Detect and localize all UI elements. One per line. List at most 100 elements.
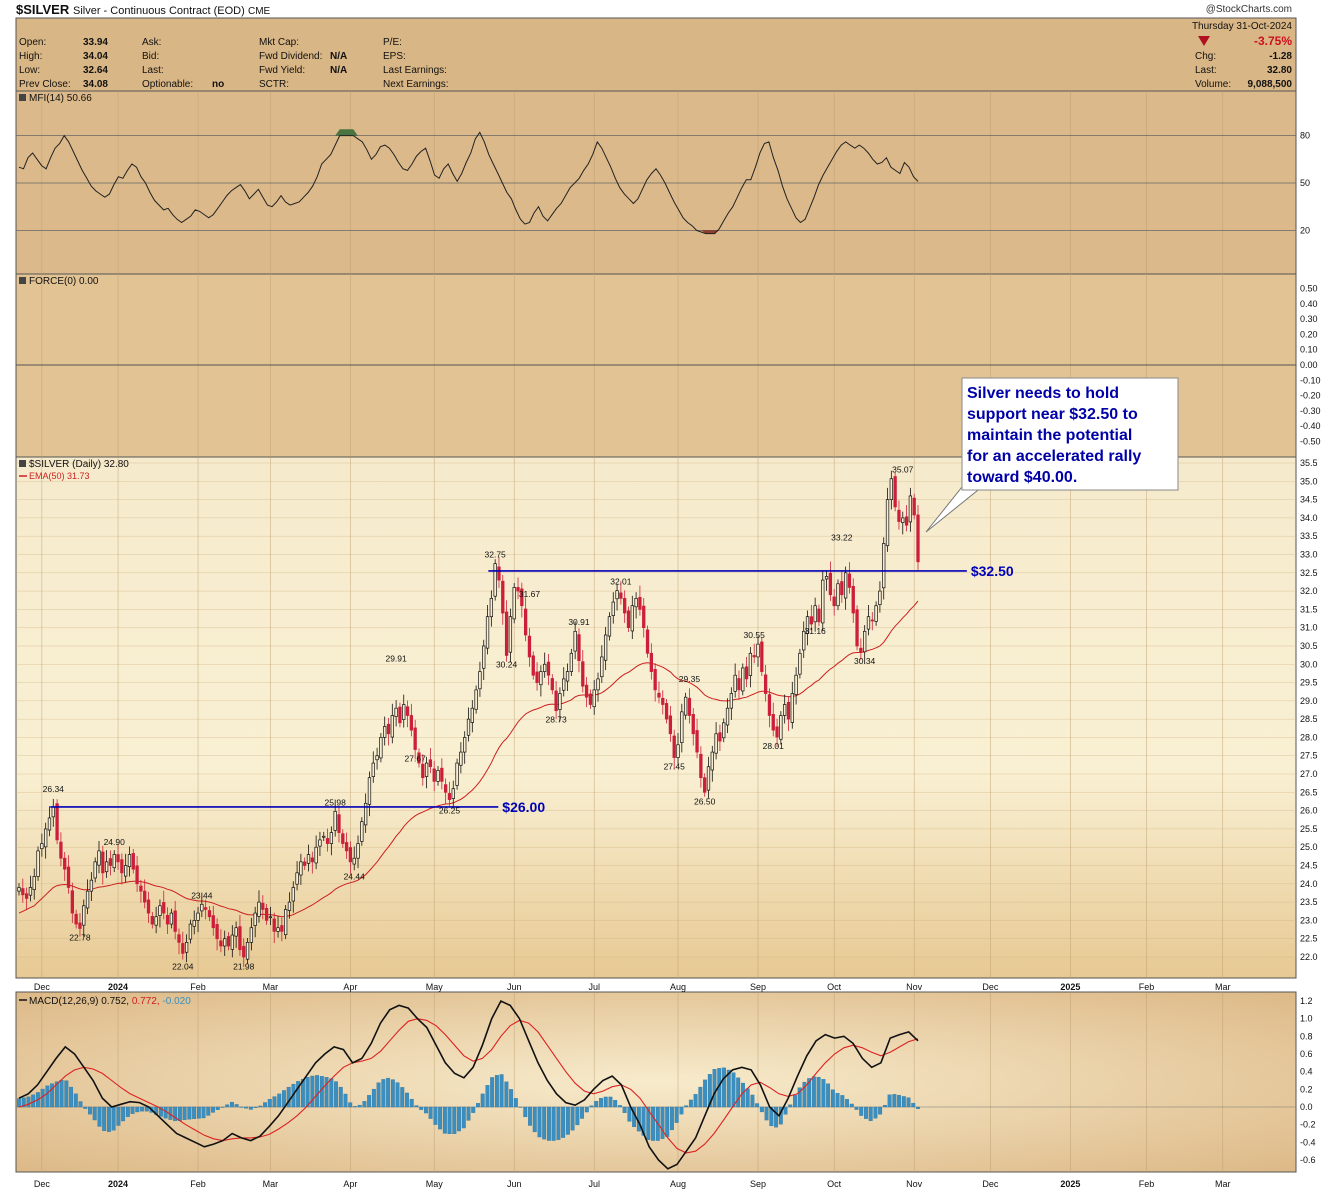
- macd-histogram-bar: [130, 1106, 135, 1114]
- candlestick: [459, 742, 463, 774]
- candle-body: [836, 583, 840, 607]
- candle-body: [245, 942, 250, 960]
- candlestick: [108, 850, 113, 876]
- macd-histogram-bar: [868, 1106, 873, 1121]
- candlestick: [329, 826, 334, 856]
- mfi-tick-label: 80: [1300, 131, 1310, 141]
- candle-body: [158, 905, 162, 917]
- candle-body: [603, 634, 608, 661]
- callout-line-3: maintain the potential: [967, 427, 1132, 444]
- macd-histogram-bar: [845, 1099, 849, 1108]
- candle-body: [375, 755, 379, 761]
- candlestick: [889, 470, 893, 510]
- price-annotation: 26.34: [43, 784, 65, 794]
- macd-histogram-bar: [887, 1094, 892, 1108]
- candle-body: [120, 859, 124, 874]
- macd-histogram-bar: [362, 1101, 367, 1108]
- candle-body: [207, 910, 212, 918]
- candlestick: [584, 677, 589, 708]
- field-label: Last:: [142, 65, 164, 76]
- candlestick: [463, 731, 467, 764]
- macd-histogram-bar: [688, 1099, 693, 1108]
- candle-body: [539, 671, 543, 686]
- price-annotation: 32.01: [610, 577, 632, 587]
- mfi-tick-label: 20: [1300, 225, 1310, 235]
- macd-histogram-bar: [338, 1086, 343, 1108]
- macd-histogram-bar: [513, 1098, 518, 1108]
- callout-line-5: toward $40.00.: [967, 469, 1077, 486]
- chg-label: Chg:: [1195, 51, 1216, 62]
- candlestick: [173, 901, 177, 940]
- macd-histogram-bar: [352, 1106, 357, 1108]
- candlestick: [897, 500, 901, 530]
- candle-body: [657, 692, 661, 698]
- macd-histogram-bar: [461, 1106, 466, 1129]
- candle-body: [249, 927, 254, 943]
- macd-histogram-bar: [641, 1106, 646, 1136]
- candlestick: [405, 700, 410, 728]
- macd-value: 0.752,: [101, 996, 129, 1007]
- macd-histogram-bar: [901, 1096, 906, 1108]
- macd-histogram-bar: [594, 1100, 599, 1108]
- candlestick: [162, 890, 166, 920]
- price-tick-label: 34.5: [1300, 495, 1318, 505]
- candle-body: [169, 912, 174, 925]
- candlestick: [859, 638, 863, 660]
- candlestick: [295, 861, 299, 891]
- candle-body: [527, 635, 532, 658]
- macd-histogram-bar: [476, 1103, 480, 1108]
- candle-body: [863, 630, 867, 653]
- last-label: Last:: [1195, 65, 1217, 76]
- candlestick: [398, 702, 402, 728]
- candlestick: [44, 822, 48, 859]
- candlestick: [74, 909, 78, 929]
- candlestick: [143, 879, 147, 909]
- candlestick: [93, 857, 97, 883]
- mfi-oversold-fill: [701, 230, 720, 234]
- x-tick-label: 2025: [1060, 1179, 1080, 1189]
- price-annotation: 35.07: [892, 465, 914, 475]
- candle-body: [592, 689, 596, 708]
- candle-body: [181, 943, 185, 954]
- macd-tick-label: 1.2: [1300, 996, 1313, 1006]
- macd-histogram-bar: [580, 1106, 585, 1119]
- candle-body: [219, 940, 223, 947]
- candlestick: [234, 921, 238, 948]
- candle-body: [127, 854, 132, 867]
- candle-body: [771, 714, 775, 731]
- x-tick-label: 2024: [108, 982, 128, 992]
- candlestick: [497, 557, 501, 589]
- candlestick: [184, 934, 189, 963]
- candle-body: [455, 762, 459, 786]
- exchange: CME: [248, 6, 271, 17]
- mfi-title: MFI(14) 50.66: [29, 93, 92, 104]
- macd-histogram-bar: [457, 1106, 461, 1132]
- force-tick-label: 0.40: [1300, 299, 1318, 309]
- candlestick: [17, 883, 21, 896]
- x-tick-label: Mar: [1215, 982, 1231, 992]
- candle-body: [17, 887, 21, 892]
- candle-body: [363, 802, 368, 826]
- field-label: Open:: [19, 37, 46, 48]
- candle-body: [878, 590, 882, 605]
- candle-body: [139, 885, 143, 892]
- price-annotation: 28.01: [763, 741, 785, 751]
- field-label: Next Earnings:: [383, 79, 449, 90]
- candle-body: [223, 938, 227, 947]
- candlestick: [847, 562, 852, 594]
- macd-histogram-bar: [121, 1106, 126, 1122]
- candlestick: [664, 699, 669, 724]
- candlestick: [280, 917, 284, 942]
- candle-body: [783, 704, 787, 716]
- candlestick: [291, 881, 295, 913]
- candlestick: [47, 806, 52, 837]
- candlestick: [447, 781, 452, 806]
- macd-histogram-bar: [367, 1095, 372, 1108]
- candle-body: [870, 619, 874, 622]
- candlestick: [363, 793, 368, 833]
- price-tick-label: 29.5: [1300, 678, 1318, 688]
- candlestick: [710, 745, 714, 782]
- candlestick: [104, 850, 109, 878]
- candlestick: [59, 832, 63, 867]
- macd-histogram-bar: [390, 1079, 395, 1108]
